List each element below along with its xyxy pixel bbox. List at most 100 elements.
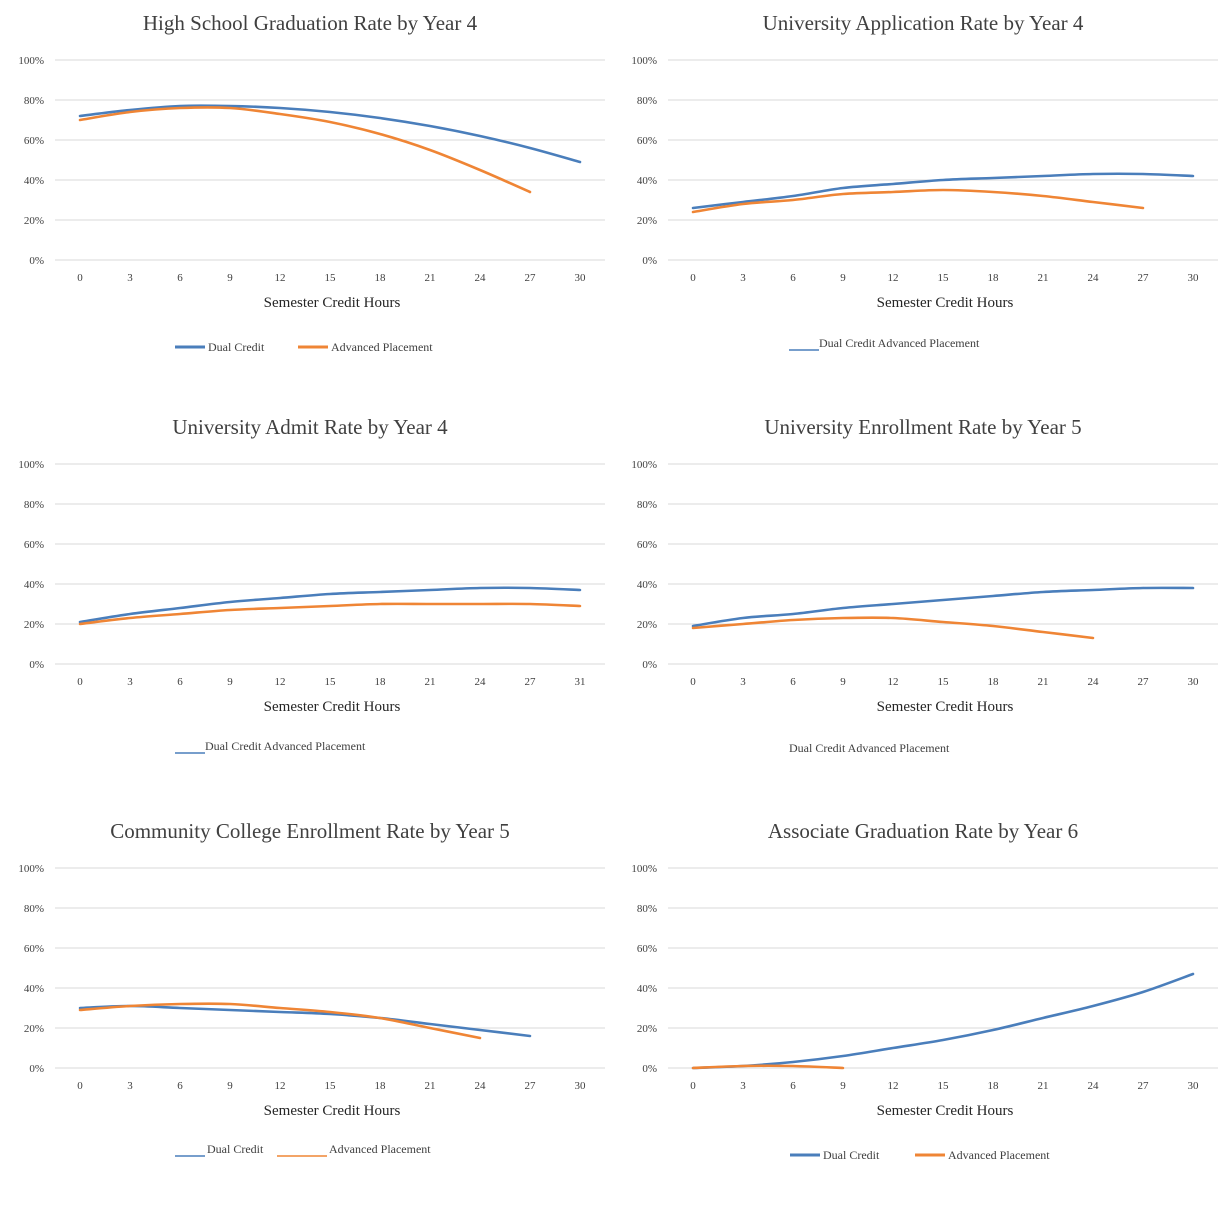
series-line-advanced-placement: [691, 188, 1145, 214]
y-tick-label: 80%: [637, 95, 657, 107]
x-tick-label: 0: [77, 272, 83, 284]
x-tick-label: 30: [1188, 676, 1200, 688]
x-tick-label: 24: [475, 676, 487, 688]
x-tick-label: 6: [790, 676, 796, 688]
x-tick-label: 9: [840, 1080, 846, 1092]
y-tick-label: 0%: [29, 255, 44, 267]
x-tick-label: 6: [790, 1080, 796, 1092]
x-tick-label: 27: [525, 272, 537, 284]
legend-label: Advanced Placement: [948, 1148, 1050, 1162]
x-tick-label: 9: [227, 272, 233, 284]
legend-label: Dual Credit Advanced Placement: [789, 741, 950, 755]
x-tick-label: 30: [575, 272, 587, 284]
legend-label: Advanced Placement: [329, 1142, 431, 1156]
x-tick-label: 18: [988, 1080, 1000, 1092]
series-line-advanced-placement: [691, 616, 1095, 640]
y-tick-label: 40%: [24, 579, 44, 591]
x-tick-label: 0: [690, 272, 696, 284]
line-chart-6: Associate Graduation Rate by Year 6 0% 20%…: [613, 808, 1225, 1213]
y-tick-label: 0%: [642, 255, 657, 267]
y-tick-label: 20%: [24, 215, 44, 227]
x-axis-label: Semester Credit Hours: [877, 295, 1014, 311]
chart-title: University Admit Rate by Year 4: [172, 415, 448, 439]
x-tick-label: 3: [127, 676, 133, 688]
x-tick-label: 27: [1138, 1080, 1150, 1092]
legend-label: Dual Credit Advanced Placement: [205, 739, 366, 753]
x-tick-label: 12: [275, 676, 286, 688]
y-tick-label: 100%: [631, 459, 657, 471]
x-tick-label: 12: [888, 272, 899, 284]
x-tick-label: 15: [325, 272, 337, 284]
x-tick-label: 12: [275, 1080, 286, 1092]
series-line-dual-credit: [78, 1004, 532, 1038]
y-tick-label: 40%: [24, 983, 44, 995]
y-tick-label: 100%: [18, 459, 44, 471]
x-tick-label: 6: [790, 272, 796, 284]
y-tick-label: 20%: [24, 619, 44, 631]
x-tick-label: 24: [1088, 272, 1100, 284]
chart-title: Associate Graduation Rate by Year 6: [768, 819, 1078, 843]
legend-label: Advanced Placement: [331, 340, 433, 354]
x-tick-label: 27: [1138, 272, 1150, 284]
chart-svg: University Admit Rate by Year 4 0% 20% 40% 6…: [18, 415, 605, 754]
x-tick-label: 6: [177, 676, 183, 688]
y-tick-label: 20%: [24, 1023, 44, 1035]
y-tick-label: 40%: [637, 983, 657, 995]
x-tick-label: 27: [1138, 676, 1150, 688]
y-tick-label: 40%: [637, 175, 657, 187]
y-tick-label: 80%: [24, 95, 44, 107]
legend-label: Dual Credit: [823, 1148, 880, 1162]
y-tick-label: 40%: [24, 175, 44, 187]
x-tick-label: 3: [127, 1080, 133, 1092]
y-tick-label: 0%: [642, 659, 657, 671]
y-tick-label: 20%: [637, 1023, 657, 1035]
x-tick-label: 15: [938, 272, 950, 284]
x-tick-label: 12: [888, 676, 899, 688]
x-tick-label: 18: [988, 272, 1000, 284]
line-chart-2: University Application Rate by Year 4 0% 2…: [613, 0, 1225, 405]
x-tick-label: 27: [525, 1080, 537, 1092]
x-tick-label: 30: [575, 1080, 587, 1092]
series-line-dual-credit: [78, 104, 582, 164]
y-tick-label: 0%: [29, 659, 44, 671]
x-axis-label: Semester Credit Hours: [877, 1103, 1014, 1119]
y-tick-label: 100%: [18, 863, 44, 875]
x-tick-label: 21: [425, 1080, 436, 1092]
y-tick-label: 60%: [24, 943, 44, 955]
line-chart-5: Community College Enrollment Rate by Yea…: [0, 808, 612, 1213]
x-tick-label: 15: [325, 676, 337, 688]
x-tick-label: 9: [227, 1080, 233, 1092]
x-tick-label: 3: [740, 1080, 746, 1092]
chart-svg: University Application Rate by Year 4 0% 2…: [631, 11, 1218, 351]
x-axis-label: Semester Credit Hours: [264, 1103, 401, 1119]
y-tick-label: 40%: [637, 579, 657, 591]
chart-title: University Application Rate by Year 4: [763, 11, 1084, 35]
x-tick-label: 15: [325, 1080, 337, 1092]
line-chart-3: University Admit Rate by Year 4 0% 20% 40% 6…: [0, 404, 612, 809]
legend-label: Dual Credit Advanced Placement: [819, 336, 980, 350]
y-tick-label: 80%: [24, 903, 44, 915]
y-tick-label: 60%: [637, 135, 657, 147]
chart-title: University Enrollment Rate by Year 5: [764, 415, 1081, 439]
x-axis-label: Semester Credit Hours: [264, 699, 401, 715]
x-tick-label: 21: [425, 676, 436, 688]
x-tick-label: 18: [375, 272, 387, 284]
y-tick-label: 100%: [18, 55, 44, 67]
x-tick-label: 24: [475, 1080, 487, 1092]
y-tick-label: 80%: [637, 903, 657, 915]
x-tick-label: 9: [840, 272, 846, 284]
x-tick-label: 0: [690, 1080, 696, 1092]
x-tick-label: 15: [938, 1080, 950, 1092]
line-chart-4: University Enrollment Rate by Year 5 0% 20…: [613, 404, 1225, 809]
series-line-dual-credit: [691, 172, 1195, 210]
x-axis-label: Semester Credit Hours: [877, 699, 1014, 715]
x-tick-label: 0: [77, 1080, 83, 1092]
y-tick-label: 100%: [631, 863, 657, 875]
x-tick-label: 31: [575, 676, 586, 688]
x-tick-label: 18: [988, 676, 1000, 688]
x-tick-label: 18: [375, 1080, 387, 1092]
x-tick-label: 6: [177, 1080, 183, 1092]
y-tick-label: 100%: [631, 55, 657, 67]
x-tick-label: 21: [425, 272, 436, 284]
y-tick-label: 60%: [24, 135, 44, 147]
